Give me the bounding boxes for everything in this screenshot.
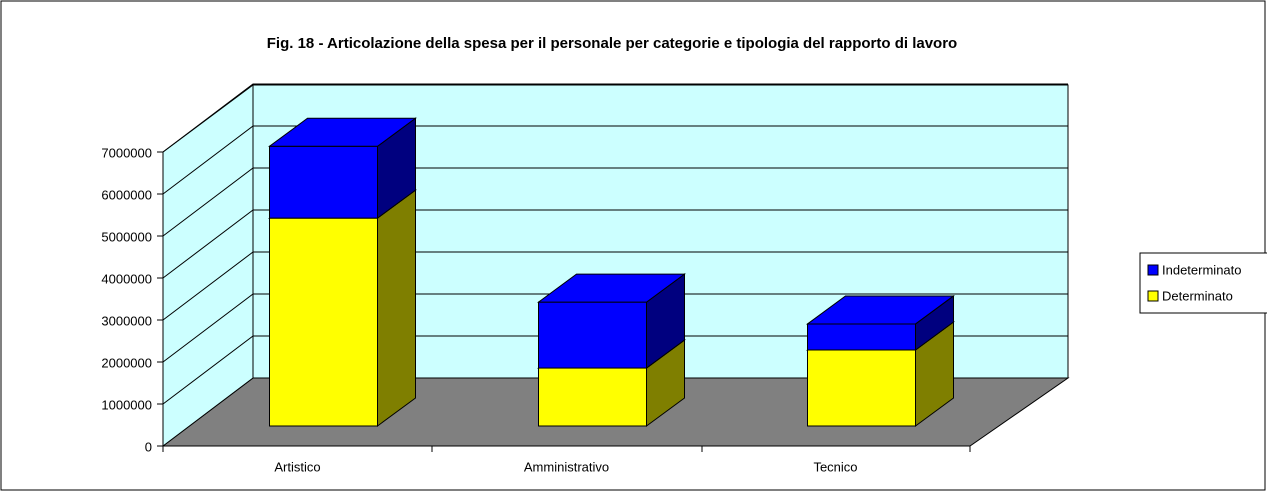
- y-tick-label: 6000000: [101, 187, 152, 202]
- grid-line: [162, 125, 1068, 195]
- grid-line: [162, 293, 1068, 363]
- y-tick-label: 2000000: [101, 355, 152, 370]
- x-axis-ticks: [162, 446, 971, 452]
- bar: [538, 367, 647, 427]
- grid-line: [162, 167, 1068, 237]
- grid-line: [162, 251, 1068, 321]
- grid-line: [162, 83, 1068, 153]
- y-tick-label: 7000000: [101, 145, 152, 160]
- legend-entries: Indeterminato Determinato: [1147, 262, 1242, 303]
- bars: [267, 117, 956, 427]
- bar: [807, 323, 916, 351]
- bar: [269, 217, 378, 427]
- legend: [1139, 252, 1267, 314]
- legend-swatch: [1147, 264, 1159, 276]
- chart-title: Fig. 18 - Articolazione della spesa per …: [267, 35, 957, 52]
- grid: [162, 83, 1068, 405]
- bar: [269, 145, 378, 219]
- bar: [538, 301, 647, 369]
- x-tick-label: Amministrativo: [524, 459, 609, 474]
- bar-top: [267, 117, 418, 147]
- y-tick-label: 0: [145, 439, 152, 454]
- bar: [807, 349, 916, 427]
- y-tick-label: 3000000: [101, 313, 152, 328]
- grid-line: [162, 209, 1068, 279]
- legend-label: Indeterminato: [1162, 262, 1242, 277]
- bar-side: [377, 189, 416, 427]
- y-tick-label: 4000000: [101, 271, 152, 286]
- y-tick-label: 5000000: [101, 229, 152, 244]
- legend-swatch: [1147, 290, 1159, 302]
- x-tick-label: Artistico: [274, 459, 320, 474]
- bar-top: [536, 273, 687, 303]
- bar-top: [805, 295, 956, 325]
- legend-label: Determinato: [1162, 288, 1233, 303]
- x-tick-label: Tecnico: [813, 459, 857, 474]
- y-tick-label: 1000000: [101, 397, 152, 412]
- grid-line: [162, 335, 1068, 405]
